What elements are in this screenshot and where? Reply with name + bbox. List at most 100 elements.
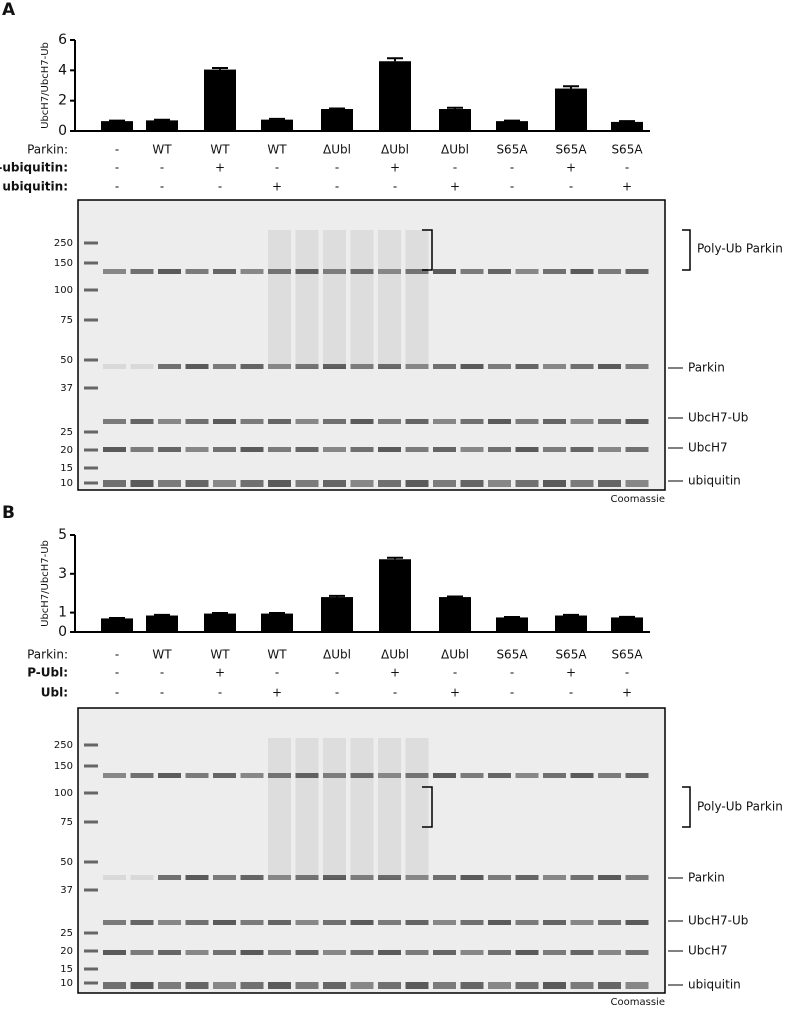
label-bracket bbox=[682, 229, 691, 271]
gel-band bbox=[433, 982, 456, 989]
gel-band bbox=[158, 364, 181, 369]
error-bar bbox=[387, 556, 403, 560]
error-bar bbox=[447, 595, 463, 598]
gel-band bbox=[405, 950, 429, 955]
stain-label: Coomassie bbox=[611, 997, 665, 1008]
condition-value: ΔUbl bbox=[441, 143, 469, 157]
condition-value: - bbox=[160, 180, 164, 194]
gel-band bbox=[240, 269, 264, 274]
marker-label: 37 bbox=[60, 885, 73, 896]
ladder-band bbox=[84, 241, 98, 245]
condition-value: - bbox=[115, 180, 119, 194]
condition-value: ΔUbl bbox=[323, 648, 351, 662]
condition-value: - bbox=[510, 180, 514, 194]
band-label: Parkin bbox=[688, 361, 725, 375]
condition-value: WT bbox=[152, 143, 172, 157]
gel-band bbox=[295, 419, 319, 424]
bar bbox=[204, 69, 236, 131]
gel-band bbox=[515, 419, 539, 424]
y-axis-label: UbcH7/UbcH7-Ub bbox=[40, 42, 51, 129]
gel-band bbox=[213, 950, 236, 955]
error-bar bbox=[563, 85, 579, 89]
gel-band bbox=[268, 269, 291, 274]
condition-value: + bbox=[566, 666, 576, 680]
gel-band bbox=[515, 920, 539, 925]
bar bbox=[379, 61, 411, 131]
gel-band bbox=[543, 447, 566, 452]
gel-band bbox=[323, 419, 346, 424]
gel-band bbox=[488, 982, 511, 989]
gel-band bbox=[433, 875, 456, 880]
gel-band bbox=[598, 875, 621, 880]
gel-band bbox=[268, 982, 291, 989]
gel-band bbox=[405, 447, 429, 452]
gel-band bbox=[570, 773, 594, 778]
gel-band bbox=[405, 920, 429, 925]
error-bar bbox=[447, 106, 463, 110]
gel-band bbox=[295, 875, 319, 880]
y-tick-label: 0 bbox=[58, 123, 67, 139]
condition-value: - bbox=[335, 161, 339, 175]
ladder-band bbox=[84, 288, 98, 292]
condition-label: P-ubiquitin: bbox=[0, 161, 68, 175]
gel-smear bbox=[268, 738, 291, 878]
gel-band bbox=[323, 773, 346, 778]
gel-band bbox=[488, 920, 511, 925]
gel-bracket bbox=[422, 786, 433, 828]
gel-band bbox=[213, 364, 236, 369]
band-label: UbcH7 bbox=[688, 441, 728, 455]
condition-value: - bbox=[625, 161, 629, 175]
gel-band bbox=[625, 875, 649, 880]
gel-band bbox=[103, 950, 126, 955]
condition-label: P-Ubl: bbox=[27, 666, 68, 680]
marker-label: 15 bbox=[60, 463, 73, 474]
gel-band bbox=[103, 982, 126, 989]
condition-value: - bbox=[335, 666, 339, 680]
gel-band bbox=[433, 269, 456, 274]
gel-band bbox=[240, 982, 264, 989]
gel-band bbox=[268, 773, 291, 778]
condition-value: - bbox=[275, 161, 279, 175]
band-label: UbcH7-Ub bbox=[688, 914, 748, 928]
gel-band bbox=[158, 920, 181, 925]
gel-band bbox=[460, 480, 484, 487]
gel-band bbox=[350, 269, 374, 274]
gel-band bbox=[350, 982, 374, 989]
gel-band bbox=[433, 364, 456, 369]
ladder-band bbox=[84, 261, 98, 265]
gel-band bbox=[350, 419, 374, 424]
condition-value: + bbox=[390, 666, 400, 680]
bar bbox=[146, 615, 178, 632]
condition-value: - bbox=[510, 666, 514, 680]
gel-band bbox=[240, 447, 264, 452]
gel-band bbox=[598, 269, 621, 274]
condition-value: WT bbox=[210, 648, 230, 662]
gel-band bbox=[488, 364, 511, 369]
gel-band bbox=[570, 364, 594, 369]
gel-smear bbox=[268, 230, 291, 367]
gel-band bbox=[625, 920, 649, 925]
gel-band bbox=[213, 480, 236, 487]
condition-value: - bbox=[218, 180, 222, 194]
condition-value: - bbox=[160, 161, 164, 175]
ladder-band bbox=[84, 981, 98, 985]
gel-band bbox=[405, 875, 429, 880]
gel-smear bbox=[350, 230, 374, 367]
marker-label: 75 bbox=[60, 817, 73, 828]
error-bar bbox=[329, 594, 345, 598]
gel-band bbox=[130, 982, 154, 989]
gel-band bbox=[543, 480, 566, 487]
gel-smear bbox=[323, 738, 346, 878]
marker-label: 150 bbox=[54, 761, 73, 772]
gel-smear bbox=[323, 230, 346, 367]
condition-value: S65A bbox=[496, 648, 528, 662]
gel-band bbox=[598, 447, 621, 452]
condition-value: + bbox=[390, 161, 400, 175]
condition-value: - bbox=[218, 686, 222, 700]
bar bbox=[611, 121, 643, 131]
gel-band bbox=[323, 364, 346, 369]
gel-band bbox=[570, 480, 594, 487]
gel-band bbox=[130, 920, 154, 925]
gel-band bbox=[625, 364, 649, 369]
